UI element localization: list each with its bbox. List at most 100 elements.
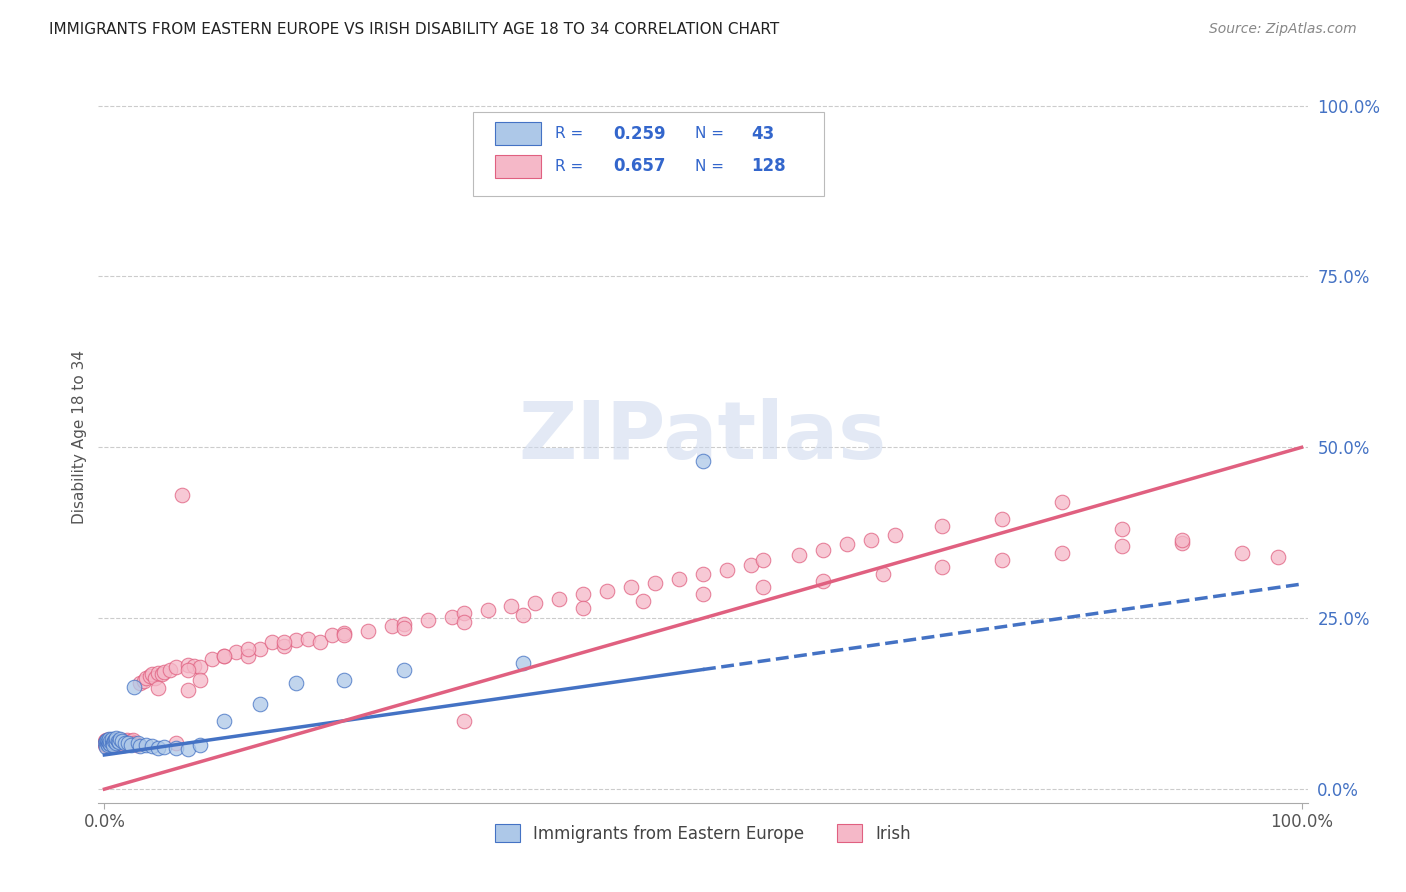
Point <box>94 732 117 747</box>
Point <box>183 659 205 673</box>
Text: N =: N = <box>695 159 728 174</box>
Point <box>309 635 332 649</box>
Point <box>100 734 122 748</box>
Point <box>548 592 571 607</box>
Point <box>100 738 122 752</box>
Point <box>110 732 132 747</box>
Point <box>120 734 142 748</box>
Point <box>931 560 953 574</box>
Point <box>392 622 415 636</box>
Point <box>177 742 200 756</box>
Point <box>100 737 122 751</box>
Point <box>524 596 547 610</box>
Point <box>811 542 834 557</box>
Point <box>165 741 187 756</box>
Point <box>115 732 138 747</box>
Point <box>453 606 475 620</box>
Point <box>108 732 131 747</box>
Point <box>97 734 120 748</box>
Point <box>100 733 122 747</box>
Point <box>98 732 121 747</box>
Point <box>596 583 619 598</box>
Bar <box>495 154 541 178</box>
Point <box>101 738 124 752</box>
Point <box>357 624 380 638</box>
Text: IMMIGRANTS FROM EASTERN EUROPE VS IRISH DISABILITY AGE 18 TO 34 CORRELATION CHAR: IMMIGRANTS FROM EASTERN EUROPE VS IRISH … <box>49 22 779 37</box>
Point <box>249 697 271 711</box>
Point <box>101 736 124 750</box>
Point <box>1111 522 1133 536</box>
Point <box>129 676 152 690</box>
Point <box>165 736 187 750</box>
Point <box>225 645 247 659</box>
Point <box>104 732 127 747</box>
Point <box>859 533 882 547</box>
Point <box>139 669 162 683</box>
Point <box>188 660 211 674</box>
Point <box>991 553 1014 567</box>
Point <box>111 734 134 748</box>
Point <box>103 736 125 750</box>
Point <box>104 736 127 750</box>
Point <box>97 734 120 748</box>
Point <box>188 673 211 687</box>
Point <box>100 735 122 749</box>
Point <box>477 603 499 617</box>
Text: 43: 43 <box>751 125 775 143</box>
Point <box>101 736 124 750</box>
Point <box>572 601 595 615</box>
Point <box>333 628 356 642</box>
Point <box>512 656 534 670</box>
Point <box>107 738 129 752</box>
Point <box>97 738 120 752</box>
Point <box>108 736 131 750</box>
Point <box>125 738 148 752</box>
Point <box>297 632 319 646</box>
Point <box>96 736 118 750</box>
Point <box>98 736 121 750</box>
Point <box>177 657 200 672</box>
Point <box>692 566 714 581</box>
Point <box>94 738 117 752</box>
Point <box>135 738 157 752</box>
Text: ZIPatlas: ZIPatlas <box>519 398 887 476</box>
Point <box>97 738 120 752</box>
Point <box>692 454 714 468</box>
Point <box>96 736 118 750</box>
Point <box>105 738 128 752</box>
Point <box>94 734 117 748</box>
Point <box>94 738 117 752</box>
Point <box>321 628 343 642</box>
Point <box>107 736 129 750</box>
Point <box>114 736 136 750</box>
Point <box>100 736 122 750</box>
Legend: Immigrants from Eastern Europe, Irish: Immigrants from Eastern Europe, Irish <box>488 818 918 849</box>
Point <box>1050 495 1073 509</box>
Point <box>572 587 595 601</box>
Point <box>98 738 121 752</box>
Point <box>153 665 176 679</box>
Point <box>96 732 118 747</box>
Point <box>440 610 463 624</box>
Point <box>273 635 295 649</box>
Point <box>416 613 439 627</box>
Point <box>129 739 152 753</box>
Point <box>143 671 166 685</box>
Point <box>94 734 117 748</box>
Point <box>96 734 118 748</box>
Point <box>124 736 146 750</box>
Point <box>381 619 404 633</box>
Point <box>249 642 271 657</box>
Point <box>100 736 122 750</box>
Point <box>105 734 128 748</box>
Point <box>512 607 534 622</box>
Point <box>991 512 1014 526</box>
Point <box>107 735 129 749</box>
Point <box>165 660 187 674</box>
Point <box>273 639 295 653</box>
Point <box>120 738 142 752</box>
Point <box>114 734 136 748</box>
Point <box>100 734 122 748</box>
Point <box>1267 549 1289 564</box>
Point <box>135 672 157 686</box>
